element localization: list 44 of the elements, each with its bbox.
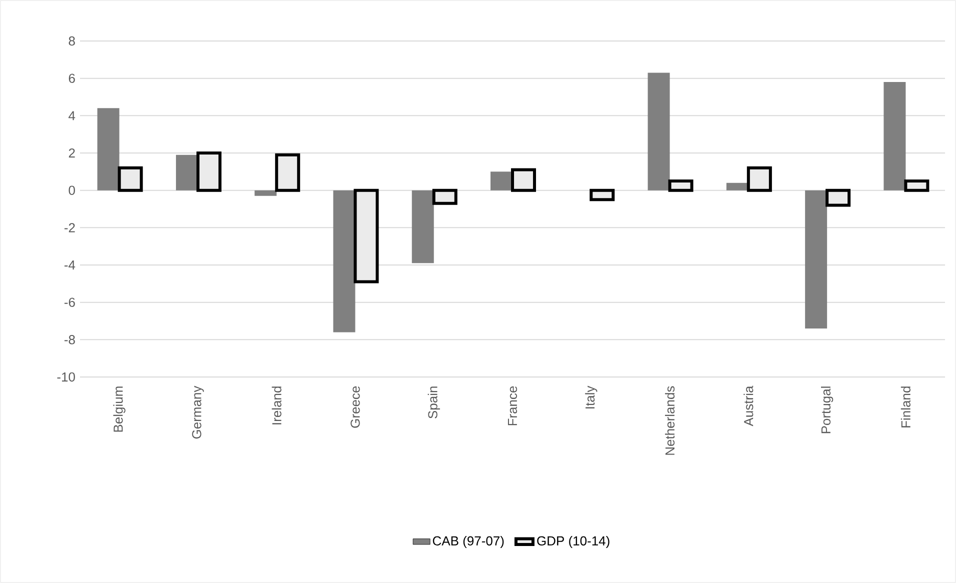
bar [412, 190, 434, 264]
x-tick-label: Italy [585, 386, 598, 408]
bar [97, 108, 120, 190]
y-tick-label: 6 [68, 74, 75, 83]
bar [275, 153, 300, 192]
y-tick-label: -6 [64, 298, 75, 307]
bar [826, 188, 851, 207]
y-tick-label: 2 [68, 148, 75, 158]
bar [490, 172, 513, 190]
x-tick-label: Greece [350, 386, 360, 428]
bar [726, 182, 748, 190]
x-tick-label: Germany [192, 386, 204, 439]
x-tick-label: Netherlands [665, 386, 675, 455]
bar [354, 188, 379, 284]
y-tick-label: -4 [64, 260, 76, 270]
bar [118, 166, 143, 192]
bar [746, 166, 772, 192]
bar [648, 72, 670, 190]
bar [884, 82, 906, 190]
bar [432, 188, 458, 205]
x-tick-label: Spain [428, 386, 440, 418]
y-tick-label: -8 [64, 335, 75, 344]
x-tick-label: Finland [900, 386, 910, 428]
y-tick-label: 8 [68, 36, 75, 46]
x-tick-label: Austria [744, 386, 754, 426]
y-tick-label: -2 [64, 223, 75, 232]
y-tick-label: 0 [68, 186, 75, 195]
x-tick-label: France [508, 386, 518, 426]
legend-label: GDP (10-14) [537, 536, 610, 548]
bar [511, 168, 536, 192]
x-tick-label: Ireland [272, 386, 282, 424]
bar [254, 190, 277, 196]
bar [668, 179, 694, 192]
y-tick-label: 4 [68, 111, 76, 120]
bar [904, 179, 930, 192]
bar [176, 154, 198, 190]
bar [333, 190, 356, 332]
bar [590, 188, 615, 202]
x-tick-label: Portugal [820, 386, 834, 434]
bar [196, 151, 222, 192]
x-tick-label: Belgium [113, 386, 126, 432]
legend-label: CAB (97-07) [432, 536, 504, 548]
y-tick-label: -10 [57, 372, 75, 382]
bar [805, 190, 828, 328]
